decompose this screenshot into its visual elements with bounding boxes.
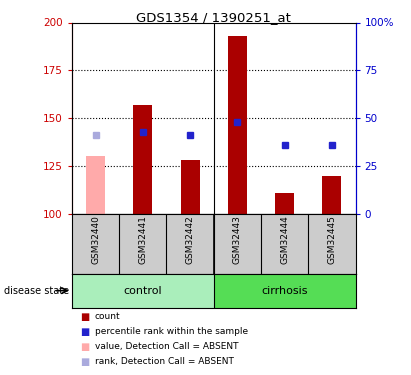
Text: GSM32441: GSM32441 [139, 216, 147, 264]
Text: cirrhosis: cirrhosis [261, 286, 308, 296]
Text: count: count [95, 312, 120, 321]
Text: ■: ■ [80, 312, 90, 322]
Text: GSM32444: GSM32444 [280, 216, 289, 264]
Text: GSM32445: GSM32445 [328, 216, 336, 264]
Text: disease state: disease state [4, 286, 69, 296]
Bar [72, 274, 214, 308]
Bar [214, 274, 356, 308]
Bar [180, 160, 199, 214]
Text: GSM32442: GSM32442 [186, 216, 194, 264]
Text: GSM32443: GSM32443 [233, 216, 242, 264]
Text: ■: ■ [80, 342, 90, 352]
Bar [322, 176, 341, 214]
Bar [228, 36, 247, 214]
Bar [133, 105, 152, 214]
Text: GSM32440: GSM32440 [91, 216, 100, 264]
Text: rank, Detection Call = ABSENT: rank, Detection Call = ABSENT [95, 357, 233, 366]
Text: GDS1354 / 1390251_at: GDS1354 / 1390251_at [136, 11, 291, 24]
Bar [86, 156, 105, 214]
Text: control: control [124, 286, 162, 296]
Bar [275, 193, 294, 214]
Text: ■: ■ [80, 357, 90, 367]
Text: percentile rank within the sample: percentile rank within the sample [95, 327, 248, 336]
Text: value, Detection Call = ABSENT: value, Detection Call = ABSENT [95, 342, 238, 351]
Text: ■: ■ [80, 327, 90, 337]
